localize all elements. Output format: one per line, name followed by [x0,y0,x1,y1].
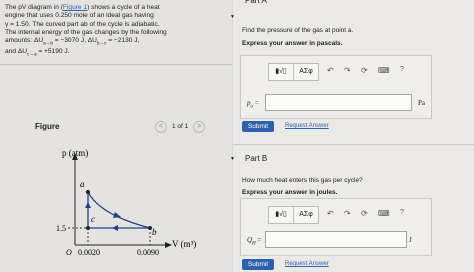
symbol: ΔU [33,37,44,45]
question: How much heat enters this gas per cycle? [242,177,363,184]
text: amounts: [5,37,33,45]
problem-text: The pV diagram in (Figure 1) shows a cyc… [5,4,167,58]
tool-icon[interactable]: ⌨ [378,209,390,218]
arrow [72,153,78,160]
caret: ▼ [230,14,235,20]
answer-label: pa = [247,99,259,109]
figure-title: Figure [35,122,60,131]
unit: Pa [418,99,425,107]
subscript: H [252,241,256,247]
point-label: b [152,227,157,237]
x-tick-label: 0.0020 [78,248,100,257]
symbol-button[interactable]: ΑΣφ [293,63,319,81]
arrow [165,242,172,248]
template-button[interactable]: ▮√▯ [268,206,294,224]
part-title: Part A [245,0,267,5]
point [148,226,152,230]
submit-button[interactable]: Submit [242,121,274,132]
answer-input[interactable] [265,231,407,248]
tool-icon[interactable]: ↶ [327,209,334,218]
next-button[interactable]: > [193,121,205,133]
answer-input[interactable] [265,94,412,111]
text: The pV diagram in ( [5,4,63,11]
left-panel: The pV diagram in (Figure 1) shows a cyc… [0,0,232,272]
template-button[interactable]: ▮√▯ [268,63,294,81]
help-button[interactable]: ? [400,66,404,73]
value: = −2130 J, [108,37,140,45]
answer-label: QH = [247,236,261,246]
subscript: a→b [43,40,53,46]
line: amounts: ΔUa→b = −3070 J, ΔUb→c = −2130 … [5,37,167,48]
y-label: p (atm) [62,148,88,158]
origin-label: O [66,248,72,257]
line: and ΔUc→a = +5190 J. [5,48,167,59]
value: = +5190 J. [38,47,70,55]
subscript: a [250,104,253,110]
subscript: c→a [27,51,37,57]
pv-diagram: p (atm) a c b 1.5 O 0.0020 0.0090 V (m³) [56,148,196,257]
right-panel: ▼ Part A Find the pressure of the gas at p… [230,0,474,272]
figure-link[interactable]: Figure 1 [62,4,88,11]
request-answer[interactable]: Request Answer [285,261,329,267]
symbol: ΔU [17,47,28,55]
request-answer[interactable]: Request Answer [285,123,329,129]
tool-icon[interactable]: ↷ [344,66,351,75]
tool-icon[interactable]: ⟳ [361,66,368,75]
symbol: Q [247,236,253,244]
point [86,190,90,194]
equals: = [254,99,259,107]
symbol-button[interactable]: ΑΣφ [293,206,319,224]
line: The internal energy of the gas changes b… [5,28,167,36]
tool-icon[interactable]: ⌨ [378,66,390,75]
tool-icon[interactable]: ⟳ [361,209,368,218]
point-label: a [80,179,85,189]
submit-button[interactable]: Submit [242,259,274,270]
point [86,226,90,230]
line: engine that uses 0.250 mole of an ideal … [5,12,154,20]
x-tick-label: 0.0090 [137,248,159,257]
x-label: V (m³) [172,239,196,249]
symbol: ΔU [87,37,97,45]
line: γ = 1.50. The curved part ab of the cycl… [5,20,160,28]
divider [0,64,232,65]
instruction: Express your answer in joules. [242,189,338,196]
subscript: b→c [96,40,107,46]
help-button[interactable]: ? [400,209,404,216]
value: = −3070 J, [54,37,86,45]
tool-icon[interactable]: ↶ [327,66,334,75]
part-title: Part B [245,154,268,163]
prev-button[interactable]: < [155,121,167,133]
question: Find the pressure of the gas at point a. [242,27,354,34]
divider [233,144,474,145]
path-ab [87,191,151,229]
point-label: c [91,214,95,224]
instruction: Express your answer in pascals. [242,40,343,47]
arrow [85,202,91,208]
pager: 1 of 1 [172,123,189,130]
line: The pV diagram in (Figure 1) shows a cyc… [5,4,167,12]
unit: J [409,236,412,244]
text: and [5,47,17,55]
arrow [113,212,121,218]
equals: = [257,236,262,244]
text: ) shows a cycle of a heat [87,4,160,11]
y-tick-label: 1.5 [56,224,66,233]
arrow [112,225,118,231]
caret: ▼ [230,156,235,162]
tool-icon[interactable]: ↷ [344,209,351,218]
symbol: p [247,99,251,107]
